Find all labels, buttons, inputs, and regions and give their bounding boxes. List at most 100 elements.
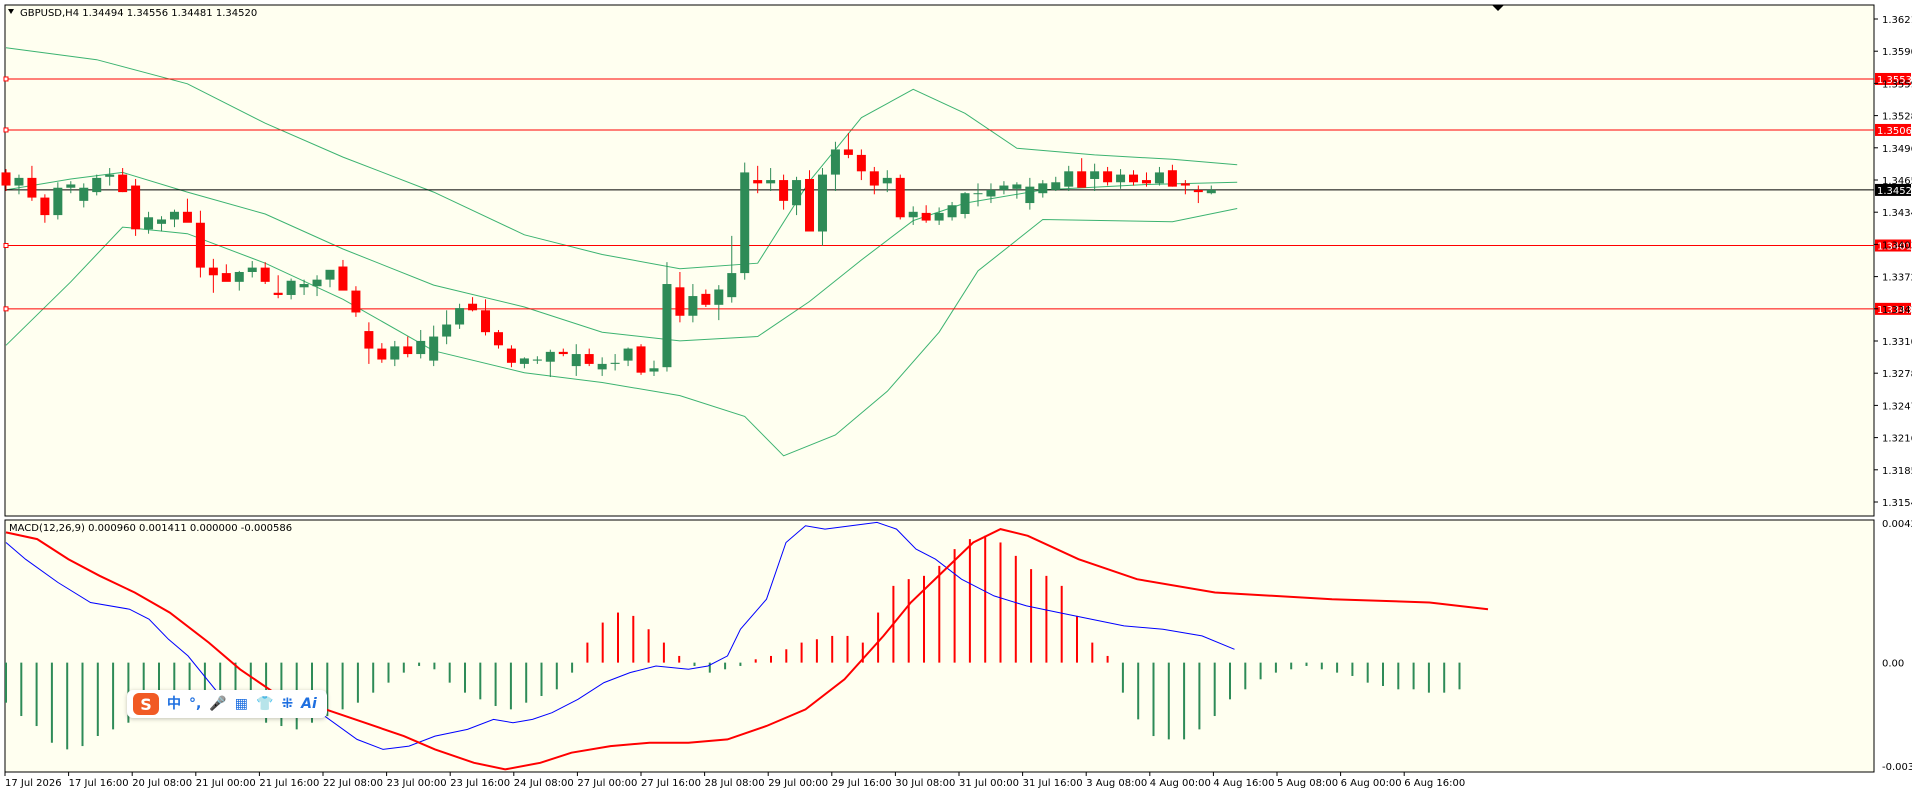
candle-bull xyxy=(14,177,24,186)
candle-bull xyxy=(234,271,244,282)
y-tick-label: 1.35900 xyxy=(1882,47,1912,58)
candle-bear xyxy=(351,290,361,313)
x-tick-label: 4 Aug 00:00 xyxy=(1150,778,1211,789)
candle-bear xyxy=(493,332,503,346)
x-tick-label: 29 Jul 16:00 xyxy=(832,778,892,789)
candle-bull xyxy=(688,296,698,316)
candle-bull xyxy=(986,189,996,197)
candle-bull xyxy=(1154,172,1164,184)
y-tick-label: 1.33720 xyxy=(1882,273,1912,284)
level-tag-label: 1.33433 xyxy=(1877,305,1912,316)
macd-y-tick-label: -0.003277 xyxy=(1882,762,1912,773)
candle-bear xyxy=(869,171,879,186)
x-tick-label: 6 Aug 16:00 xyxy=(1404,778,1465,789)
punctuation-icon[interactable]: °, xyxy=(189,696,202,712)
candle-bull xyxy=(714,289,724,305)
x-tick-label: 23 Jul 16:00 xyxy=(450,778,510,789)
ai-icon[interactable]: Ai xyxy=(301,696,317,712)
shift-marker-icon[interactable] xyxy=(1492,5,1504,11)
candle-bear xyxy=(1193,189,1203,193)
macd-signal-line xyxy=(5,528,1489,771)
current-price-tag xyxy=(1875,183,1911,196)
candle-bull xyxy=(960,193,970,214)
candle-bear xyxy=(843,149,853,155)
candle-bull xyxy=(649,368,659,372)
candle-bear xyxy=(701,293,711,305)
keyboard-icon[interactable]: ▦ xyxy=(234,696,248,712)
candle-bull xyxy=(66,184,76,188)
candle-bull xyxy=(740,172,750,274)
chinese-mode-icon[interactable]: 中 xyxy=(167,696,181,712)
candle-bear xyxy=(468,303,478,311)
candle-bull xyxy=(532,359,542,361)
candle-bull xyxy=(1025,186,1035,204)
x-tick-label: 28 Jul 08:00 xyxy=(705,778,765,789)
candle-bull xyxy=(1012,184,1022,189)
candle-bear xyxy=(40,197,50,216)
x-tick-label: 4 Aug 16:00 xyxy=(1213,778,1274,789)
candle-bear xyxy=(208,267,218,276)
level-handle xyxy=(3,243,9,249)
y-tick-label: 1.34340 xyxy=(1882,208,1912,219)
x-tick-label: 22 Jul 08:00 xyxy=(323,778,383,789)
y-tick-label: 1.31855 xyxy=(1882,466,1912,477)
candle-bear xyxy=(1141,180,1151,184)
level-tag xyxy=(1875,72,1911,85)
chart-menu-icon[interactable] xyxy=(8,9,14,14)
candle-bull xyxy=(830,149,840,175)
candle-bull xyxy=(157,219,167,224)
candle-bear xyxy=(273,292,283,295)
candle-bull xyxy=(1090,171,1100,179)
x-tick-label: 27 Jul 16:00 xyxy=(641,778,701,789)
candle-bull xyxy=(1064,171,1074,187)
candle-bull xyxy=(545,351,555,362)
candle-bear xyxy=(856,154,866,172)
x-tick-label: 23 Jul 00:00 xyxy=(387,778,447,789)
x-tick-label: 29 Jul 00:00 xyxy=(768,778,828,789)
candle-bull xyxy=(597,363,607,370)
y-tick-label: 1.34650 xyxy=(1882,176,1912,187)
candle-bear xyxy=(118,174,128,193)
candle-bear xyxy=(1180,183,1190,186)
macd-info: MACD(12,26,9) 0.000960 0.001411 0.000000… xyxy=(9,523,292,534)
y-tick-label: 1.31540 xyxy=(1882,498,1912,509)
macd-y-tick-label: 0.004273 xyxy=(1882,519,1912,530)
bollinger-upper-line xyxy=(5,47,1238,270)
level-handle xyxy=(3,76,9,82)
microphone-icon[interactable]: 🎤 xyxy=(209,696,227,712)
candle-bull xyxy=(79,187,89,201)
candle-bear xyxy=(1103,171,1113,183)
candle-bull xyxy=(623,348,633,361)
candle-bear xyxy=(182,211,192,223)
candle-bull xyxy=(792,180,802,206)
candle-bull xyxy=(662,284,672,368)
candle-bull xyxy=(817,174,827,232)
candle-bull xyxy=(947,205,957,218)
candle-bull xyxy=(53,187,63,216)
candle-bear xyxy=(481,310,491,333)
ime-toolbar[interactable]: S 中 °, 🎤 ▦ 👕 ⁜ Ai xyxy=(127,690,327,718)
candle-bull xyxy=(299,284,309,288)
candle-bear xyxy=(1167,170,1177,187)
toolbox-icon[interactable]: ⁜ xyxy=(281,696,294,712)
candle-bull xyxy=(416,340,426,355)
x-tick-label: 5 Aug 08:00 xyxy=(1277,778,1338,789)
level-tag-label: 1.35534 xyxy=(1877,75,1912,86)
candle-bull xyxy=(571,354,581,367)
candle-bull xyxy=(934,212,944,221)
logo-icon[interactable]: S xyxy=(133,693,159,715)
candle-bull xyxy=(973,193,983,195)
candle-bear xyxy=(675,287,685,316)
main-plot-area xyxy=(4,4,1875,517)
candle-bear xyxy=(27,177,37,198)
y-tick-label: 1.35280 xyxy=(1882,112,1912,123)
x-tick-label: 24 Jul 08:00 xyxy=(514,778,574,789)
candle-bull xyxy=(1206,189,1216,194)
x-tick-label: 30 Jul 08:00 xyxy=(895,778,955,789)
level-handle xyxy=(3,127,9,133)
candle-bull xyxy=(999,185,1009,190)
skin-icon[interactable]: 👕 xyxy=(256,696,274,712)
candle-bear xyxy=(805,178,815,232)
x-tick-label: 6 Aug 00:00 xyxy=(1341,778,1402,789)
